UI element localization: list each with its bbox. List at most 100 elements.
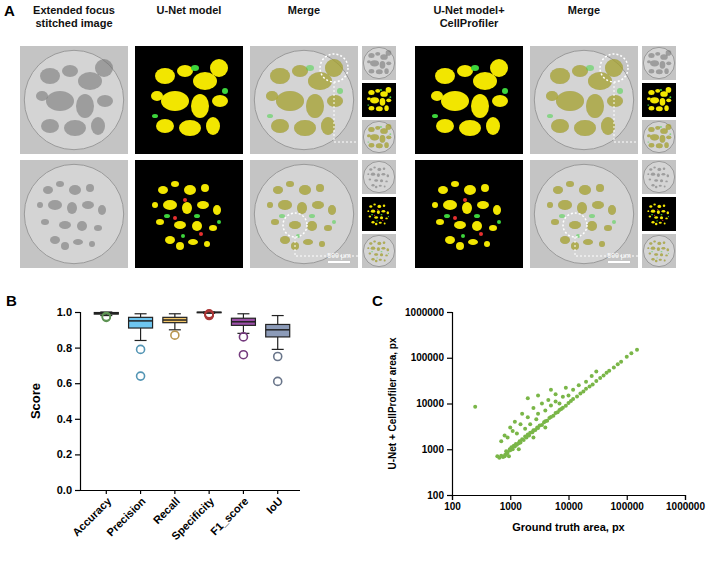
mask-blob	[443, 200, 457, 210]
point	[549, 404, 553, 408]
overlay-blob	[374, 253, 378, 256]
organoid	[647, 173, 649, 175]
zoom-circle	[563, 213, 587, 237]
organoid	[586, 94, 604, 118]
organoid	[77, 221, 87, 231]
organoid	[76, 94, 94, 118]
outlier	[102, 313, 110, 321]
mask-blob	[661, 214, 663, 215]
organoid	[375, 126, 380, 130]
overlay-blob	[377, 242, 381, 245]
well	[534, 50, 633, 149]
mask-blob	[371, 221, 374, 224]
mask-blob	[445, 236, 455, 244]
organoid	[46, 91, 74, 111]
mask-blob	[374, 215, 375, 216]
overlay-blob	[292, 65, 308, 77]
scale-bar-label: 500 µm	[327, 252, 351, 260]
mask-blob	[369, 216, 372, 218]
thumbnail	[642, 160, 676, 194]
mask-blob	[209, 225, 217, 231]
mask-blob	[493, 205, 501, 215]
organoid	[377, 173, 380, 177]
tick: 0.4	[57, 413, 80, 425]
mask-blob	[376, 106, 383, 111]
overlay-blob	[608, 205, 616, 215]
overlay-blob	[605, 59, 623, 77]
organoid	[48, 200, 62, 210]
organoid	[608, 205, 616, 215]
overlay-blob	[332, 220, 336, 224]
overlay-blob	[367, 134, 371, 137]
title-line: U-Net model+	[433, 4, 504, 16]
whisker	[243, 314, 244, 318]
overlay-blob	[664, 260, 666, 262]
tick: Precision	[104, 490, 148, 538]
point	[528, 422, 532, 426]
organoid	[369, 143, 375, 147]
organoid	[647, 60, 651, 63]
point	[540, 402, 544, 406]
mask-blob	[183, 198, 187, 202]
median	[231, 321, 255, 323]
organoid	[89, 241, 95, 247]
mask-background	[362, 197, 396, 231]
mask-blob	[164, 214, 170, 218]
tick: Specificity	[169, 490, 217, 542]
overlay-blob	[386, 135, 391, 139]
mask-blob	[654, 215, 655, 216]
organoid	[370, 134, 379, 140]
mask-blob	[371, 210, 375, 213]
tick-label: 10000	[416, 398, 444, 409]
tick-label: F1_score	[208, 495, 251, 538]
organoid	[655, 52, 660, 56]
mask-blob	[653, 204, 656, 206]
organoid	[380, 61, 386, 69]
organoid	[664, 260, 666, 262]
overlay-blob	[551, 219, 559, 225]
overlay-blob	[660, 135, 666, 143]
overlay-blob	[596, 184, 604, 192]
organoid	[82, 201, 94, 209]
organoid	[50, 236, 60, 244]
whisker	[277, 316, 278, 325]
mask-blob	[456, 242, 464, 250]
organoid	[579, 185, 591, 195]
organoid	[383, 242, 386, 245]
tick-mark	[209, 490, 210, 494]
organoid	[660, 253, 663, 256]
column-title: U-Net model	[157, 4, 222, 16]
outlier	[239, 351, 247, 359]
point	[625, 355, 629, 359]
overlay-blob	[371, 258, 374, 261]
mask-blob	[368, 90, 374, 95]
title-line: Merge	[568, 4, 600, 16]
organoid	[655, 260, 658, 263]
mask-blob	[436, 219, 444, 225]
point	[590, 374, 594, 378]
tick-label: Specificity	[169, 494, 217, 542]
zoom-circle	[320, 54, 348, 82]
point	[584, 387, 588, 391]
mask-blob	[479, 232, 483, 236]
overlay-blob	[660, 126, 663, 128]
mask-blob	[648, 90, 654, 95]
point	[534, 417, 538, 421]
overlay-blob	[325, 59, 343, 77]
tick-label: 0.6	[57, 377, 72, 389]
overlay-blob	[280, 236, 290, 244]
overlay-blob	[382, 247, 386, 250]
point	[536, 412, 540, 416]
image-background	[362, 120, 396, 154]
organoid	[324, 225, 332, 231]
organoid	[648, 127, 654, 132]
whisker-cap	[135, 340, 147, 341]
box-group	[197, 310, 221, 320]
tick-label: 0.2	[57, 448, 72, 460]
overlay-blob	[270, 68, 290, 84]
mask-blob	[212, 95, 228, 107]
organoid	[604, 225, 612, 231]
mask-blob	[665, 217, 668, 219]
organoid	[656, 69, 663, 74]
thumbnail	[362, 46, 396, 80]
